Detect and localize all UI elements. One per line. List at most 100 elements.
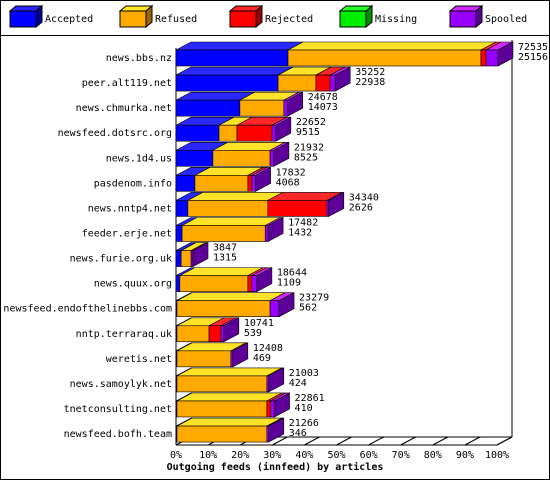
bar-side [268,367,285,393]
total-label: 21266 [289,418,319,429]
bar-side [273,141,290,167]
second-label: 2626 [349,202,373,213]
bar-side [232,342,249,368]
bar [175,175,196,192]
bar [179,275,249,292]
x-tick-label: 50% [327,450,345,461]
bar [176,425,268,443]
bar [212,149,271,167]
bar-side [268,417,285,443]
y-tick-label: newsfeed.dotsrc.org [58,128,172,139]
x-tick-label: 10% [199,450,217,461]
y-tick-label: news.furie.org.uk [70,254,172,265]
bar [175,225,183,242]
bar [239,99,285,117]
y-tick-label: news.nntp4.net [88,203,172,214]
bar [175,200,189,217]
bar [264,225,269,242]
x-tick-label: 80% [424,450,442,461]
x-tick-label: 60% [360,450,378,461]
x-tick [368,436,384,446]
second-label: 9515 [296,127,320,138]
total-label: 35252 [355,67,385,78]
second-label: 22938 [355,77,385,88]
bar-side [328,191,345,217]
bar [175,99,241,117]
bar [194,175,249,192]
bar-side [334,66,351,92]
second-label: 8525 [294,152,318,163]
bar [176,400,268,418]
total-label: 34340 [349,192,379,203]
second-label: 539 [244,328,262,339]
legend-label: Rejected [265,14,313,25]
legend-swatch [9,10,37,28]
total-label: 17482 [288,217,318,228]
x-tick [464,436,481,446]
bar [287,49,482,67]
bar [247,175,253,192]
total-label: 23279 [299,293,329,304]
legend-swatch [229,10,257,28]
y-tick-label: peer.alt119.net [82,78,172,89]
x-tick-label: 0% [170,450,182,461]
y-tick-label: newsfeed.bofh.team [64,429,172,440]
bar-top [176,417,282,427]
bar [175,49,289,67]
bar [270,400,275,418]
bar-side [223,317,240,343]
second-label: 1109 [277,278,301,289]
x-tick [304,436,320,446]
total-label: 3847 [213,243,237,254]
y-tick-label: feeder.erje.net [82,228,172,239]
bar-side [255,166,271,192]
legend-swatch [449,10,477,28]
bar-side [192,242,209,268]
bar [269,300,280,318]
bar-top [175,41,304,51]
y-tick-label: nntp.terraraq.uk [76,329,172,340]
bar-side [267,216,284,242]
bar [180,250,192,267]
total-label: 17832 [276,167,306,178]
bar-top [176,292,286,302]
total-label: 21003 [289,368,319,379]
x-tick-label: 40% [295,450,313,461]
x-tick-label: 70% [392,450,410,461]
x-tick-label: 30% [263,450,281,461]
second-label: 14073 [308,102,338,113]
bar-side [278,292,295,318]
bar [251,175,256,192]
total-label: 18644 [277,268,307,279]
bar [181,225,266,242]
bar [176,375,268,393]
y-tick-label: tnetconsulting.net [64,404,172,415]
bar [176,300,271,318]
bar-top [176,392,282,402]
bar [251,275,258,292]
second-label: 25156 [518,52,548,63]
x-axis-label: Outgoing feeds (innfeed) by articles [167,461,384,473]
total-label: 72535 [518,42,548,53]
second-label: 562 [299,303,317,314]
legend-label: Accepted [45,14,93,25]
x-tick [272,436,288,446]
x-tick-label: 20% [231,450,249,461]
total-label: 24678 [308,92,338,103]
second-label: 410 [295,403,313,414]
second-label: 1315 [213,253,237,264]
x-tick [336,436,352,446]
second-label: 469 [253,353,271,364]
bar [329,74,336,92]
y-tick-label: news.bbs.nz [106,53,172,64]
bar [175,74,279,92]
bar [220,325,225,343]
legend-label: Spooled [485,14,527,25]
bar [176,325,210,343]
x-tick [432,436,449,446]
bar-top [181,217,281,226]
bar [236,124,273,142]
second-label: 1432 [288,227,312,238]
bar [315,74,331,92]
